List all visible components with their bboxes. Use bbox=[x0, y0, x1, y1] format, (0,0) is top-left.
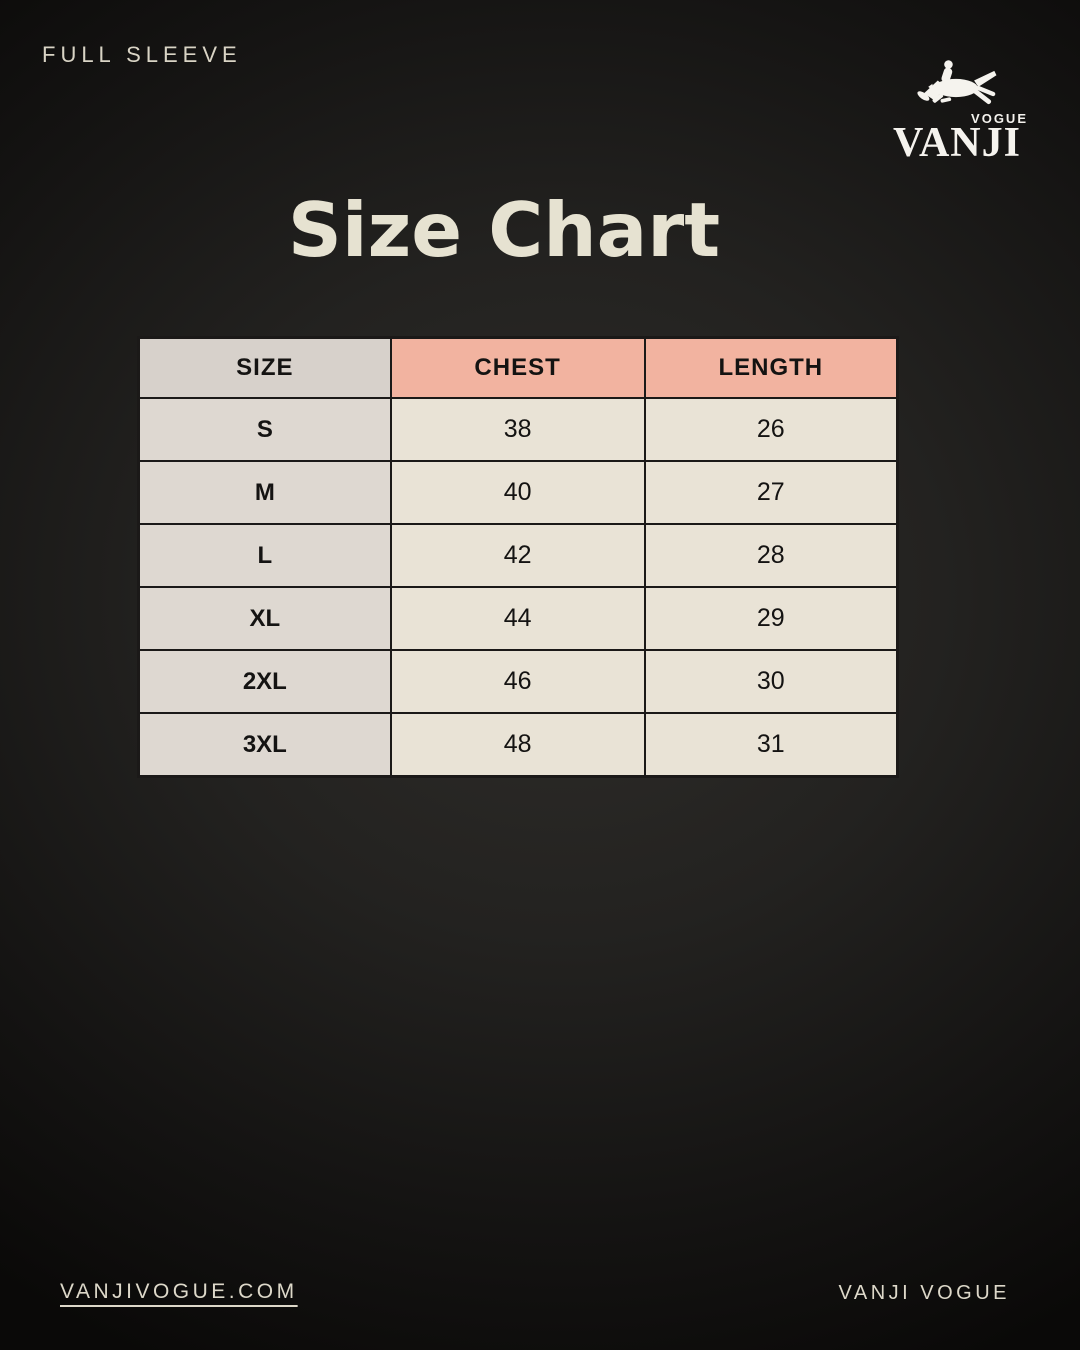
size-cell: S bbox=[138, 397, 392, 462]
chest-cell: 42 bbox=[389, 523, 646, 588]
chest-cell: 48 bbox=[389, 712, 646, 777]
length-cell: 28 bbox=[643, 523, 899, 588]
table-row-m: M 40 27 bbox=[138, 460, 899, 525]
chest-cell: 40 bbox=[389, 460, 646, 525]
size-cell: L bbox=[138, 523, 392, 588]
brand-subword: VOGUE bbox=[971, 111, 1028, 126]
table-row-l: L 42 28 bbox=[138, 523, 899, 588]
size-cell: 2XL bbox=[138, 649, 392, 714]
header-cell-chest: CHEST bbox=[389, 337, 646, 399]
page-title: Size Chart bbox=[287, 186, 721, 274]
length-cell: 27 bbox=[643, 460, 899, 525]
table-row-2xl: 2XL 46 30 bbox=[138, 649, 899, 714]
table-row-s: S 38 26 bbox=[138, 397, 899, 462]
length-cell: 31 bbox=[643, 712, 899, 777]
size-cell: XL bbox=[138, 586, 392, 651]
length-cell: 30 bbox=[643, 649, 899, 714]
brand-logo: VANJI VOGUE bbox=[886, 56, 1028, 164]
chest-cell: 38 bbox=[389, 397, 646, 462]
brand-word: VANJI bbox=[893, 120, 1021, 166]
header-cell-size: SIZE bbox=[138, 337, 392, 399]
size-cell: M bbox=[138, 460, 392, 525]
length-cell: 29 bbox=[643, 586, 899, 651]
header-cell-length: LENGTH bbox=[643, 337, 899, 399]
table-row-3xl: 3XL 48 31 bbox=[138, 712, 899, 777]
size-cell: 3XL bbox=[138, 712, 392, 777]
chest-cell: 44 bbox=[389, 586, 646, 651]
table-row-xl: XL 44 29 bbox=[138, 586, 899, 651]
brand-name: VANJI VOGUE bbox=[838, 1282, 1010, 1304]
category-label: FULL SLEEVE bbox=[42, 42, 242, 67]
table-header-row: SIZE CHEST LENGTH bbox=[138, 337, 899, 399]
length-cell: 26 bbox=[643, 397, 899, 462]
chest-cell: 46 bbox=[389, 649, 646, 714]
size-chart-table: SIZE CHEST LENGTH S 38 26 M 40 27 L 42 2… bbox=[137, 336, 899, 778]
brand-wordmark: VANJI VOGUE bbox=[886, 112, 1028, 166]
website-link[interactable]: VANJIVOGUE.COM bbox=[60, 1280, 298, 1303]
jumping-horse-icon bbox=[917, 60, 997, 105]
